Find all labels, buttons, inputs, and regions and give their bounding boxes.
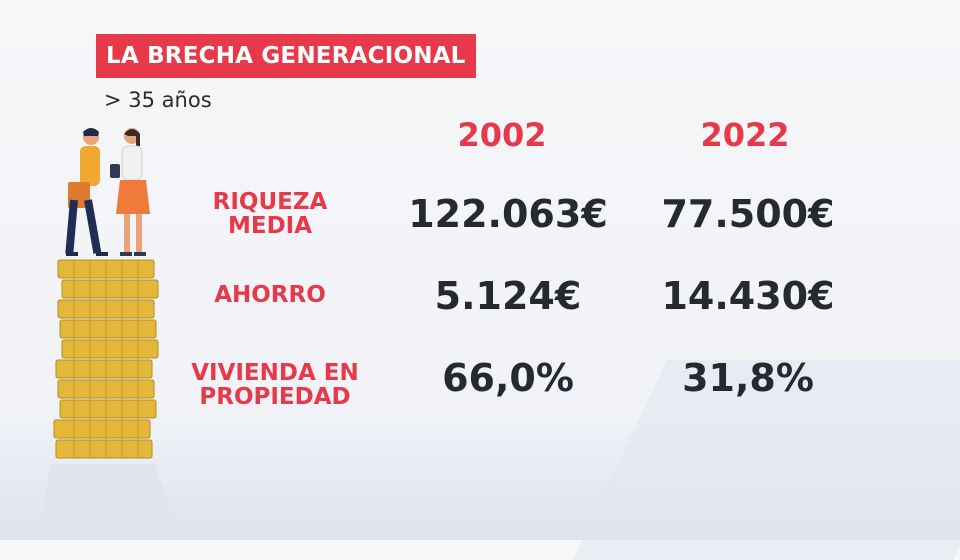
value-ahorro-2022: 14.430€ [661,274,835,318]
row-label-riqueza-media: RIQUEZA MEDIA [155,190,385,238]
value-vivienda-2002: 66,0% [442,356,574,400]
row-label-line: PROPIEDAD [199,384,351,410]
subtitle: > 35 años [104,88,212,112]
row-label-ahorro: AHORRO [155,283,385,307]
value-vivienda-2022: 31,8% [682,356,814,400]
coin-stack [53,259,159,459]
pedestal-shape [40,464,180,540]
page-title: LA BRECHA GENERACIONAL [96,34,476,78]
row-label-line: VIVIENDA EN [191,360,359,386]
row-label-vivienda-en-propiedad: VIVIENDA EN PROPIEDAD [160,361,390,409]
value-riqueza-2022: 77.500€ [661,192,835,236]
couple-on-coins-illustration [40,128,180,540]
year-header-2002: 2002 [457,116,547,154]
row-label-line: MEDIA [227,213,313,239]
row-label-line: AHORRO [214,282,326,308]
value-riqueza-2002: 122.063€ [408,192,608,236]
man-figure [65,128,108,256]
value-ahorro-2002: 5.124€ [434,274,582,318]
year-header-2022: 2022 [700,116,790,154]
coin-stack-lines [73,260,139,458]
row-label-line: RIQUEZA [212,189,328,215]
woman-figure [110,128,150,256]
